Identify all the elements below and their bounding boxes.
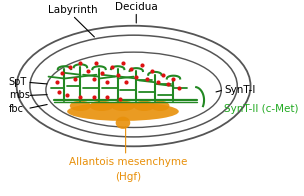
Text: SynT-I: SynT-I [224,85,255,95]
Text: Allantois mesenchyme: Allantois mesenchyme [69,157,188,167]
Text: fbc: fbc [9,104,24,114]
Ellipse shape [90,101,114,111]
Ellipse shape [116,117,130,129]
Ellipse shape [70,101,91,111]
Ellipse shape [133,101,155,111]
Ellipse shape [111,101,135,111]
Text: mbs: mbs [9,91,29,101]
Ellipse shape [67,102,179,121]
Text: Labyrinth: Labyrinth [48,5,97,15]
Ellipse shape [151,101,170,111]
Text: SynT-II (c-Met): SynT-II (c-Met) [224,104,299,114]
Text: Decidua: Decidua [115,2,158,12]
Text: (Hgf): (Hgf) [115,172,141,182]
Text: SpT: SpT [9,77,27,87]
